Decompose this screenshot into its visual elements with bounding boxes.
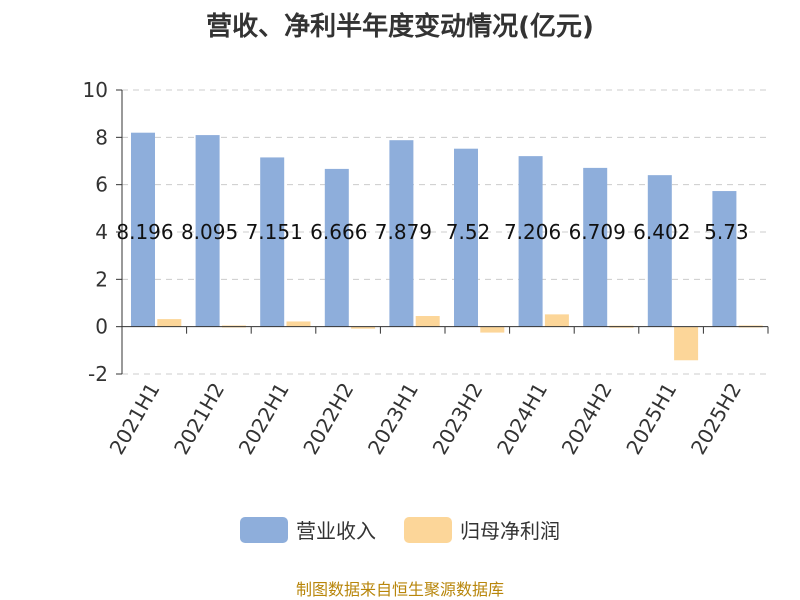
- bar-revenue[interactable]: [518, 156, 543, 327]
- x-tick-label: 2022H1: [234, 379, 294, 459]
- y-tick-label: 8: [95, 125, 108, 149]
- bar-revenue[interactable]: [131, 132, 155, 327]
- x-tick-label: 2023H2: [428, 379, 488, 459]
- legend-item-revenue[interactable]: 营业收入: [240, 515, 376, 544]
- bar-revenue[interactable]: [712, 191, 737, 327]
- bar-revenue[interactable]: [454, 148, 478, 327]
- data-label-revenue: 6.402: [633, 220, 690, 244]
- data-label-revenue: 7.151: [246, 220, 303, 244]
- bar-net-profit[interactable]: [674, 326, 699, 361]
- bar-net-profit[interactable]: [544, 314, 569, 327]
- x-tick-label: 2025H2: [686, 379, 746, 459]
- data-label-revenue: 5.73: [704, 220, 749, 244]
- x-tick-label: 2021H1: [105, 379, 165, 459]
- y-tick-label: 4: [95, 220, 108, 244]
- chart-title: 营收、净利半年度变动情况(亿元): [206, 12, 594, 42]
- grid-lines: [122, 89, 768, 375]
- bar-revenue[interactable]: [583, 167, 608, 327]
- bars: [131, 132, 763, 361]
- bar-net-profit[interactable]: [351, 326, 376, 329]
- data-label-revenue: 6.666: [310, 220, 367, 244]
- legend-swatch-revenue: [240, 516, 288, 543]
- data-labels: 8.196 8.095 7.151 6.666 7.879 7.52 7.206 6.709 6…: [116, 220, 748, 244]
- legend-item-net-profit[interactable]: 归母净利润: [404, 515, 560, 544]
- data-label-revenue: 6.709: [569, 220, 626, 244]
- legend-label-revenue: 营业收入: [296, 519, 376, 543]
- bar-net-profit[interactable]: [157, 319, 182, 327]
- bar-revenue[interactable]: [324, 168, 349, 327]
- x-tick-label: 2025H1: [621, 379, 681, 459]
- bar-revenue[interactable]: [389, 140, 414, 327]
- bar-revenue[interactable]: [195, 135, 220, 327]
- x-tick-label: 2023H1: [363, 379, 423, 459]
- source-note: 制图数据来自恒生聚源数据库: [295, 580, 504, 599]
- legend: 营业收入 归母净利润: [0, 515, 800, 544]
- x-tick-label: 2024H2: [557, 379, 617, 459]
- bar-net-profit[interactable]: [415, 316, 440, 327]
- bar-net-profit[interactable]: [286, 321, 311, 327]
- x-tick-label: 2024H1: [492, 379, 552, 459]
- bar-net-profit[interactable]: [480, 326, 505, 333]
- x-tick-label: 2021H2: [169, 379, 229, 459]
- bar-revenue[interactable]: [647, 175, 672, 327]
- legend-swatch-net-profit: [404, 516, 452, 543]
- y-tick-label: 2: [95, 267, 108, 291]
- data-label-revenue: 8.196: [116, 220, 173, 244]
- bar-revenue[interactable]: [260, 157, 285, 327]
- y-tick-label: -2: [88, 362, 108, 386]
- data-label-revenue: 7.206: [504, 220, 561, 244]
- data-label-revenue: 8.095: [181, 220, 238, 244]
- data-label-revenue: 7.879: [375, 220, 432, 244]
- legend-label-net-profit: 归母净利润: [460, 519, 560, 543]
- y-tick-label: 6: [95, 173, 108, 197]
- data-label-revenue: 7.52: [446, 220, 491, 244]
- y-tick-label: 0: [95, 315, 108, 339]
- y-tick-label: 10: [83, 78, 108, 102]
- x-tick-label: 2022H2: [298, 379, 358, 459]
